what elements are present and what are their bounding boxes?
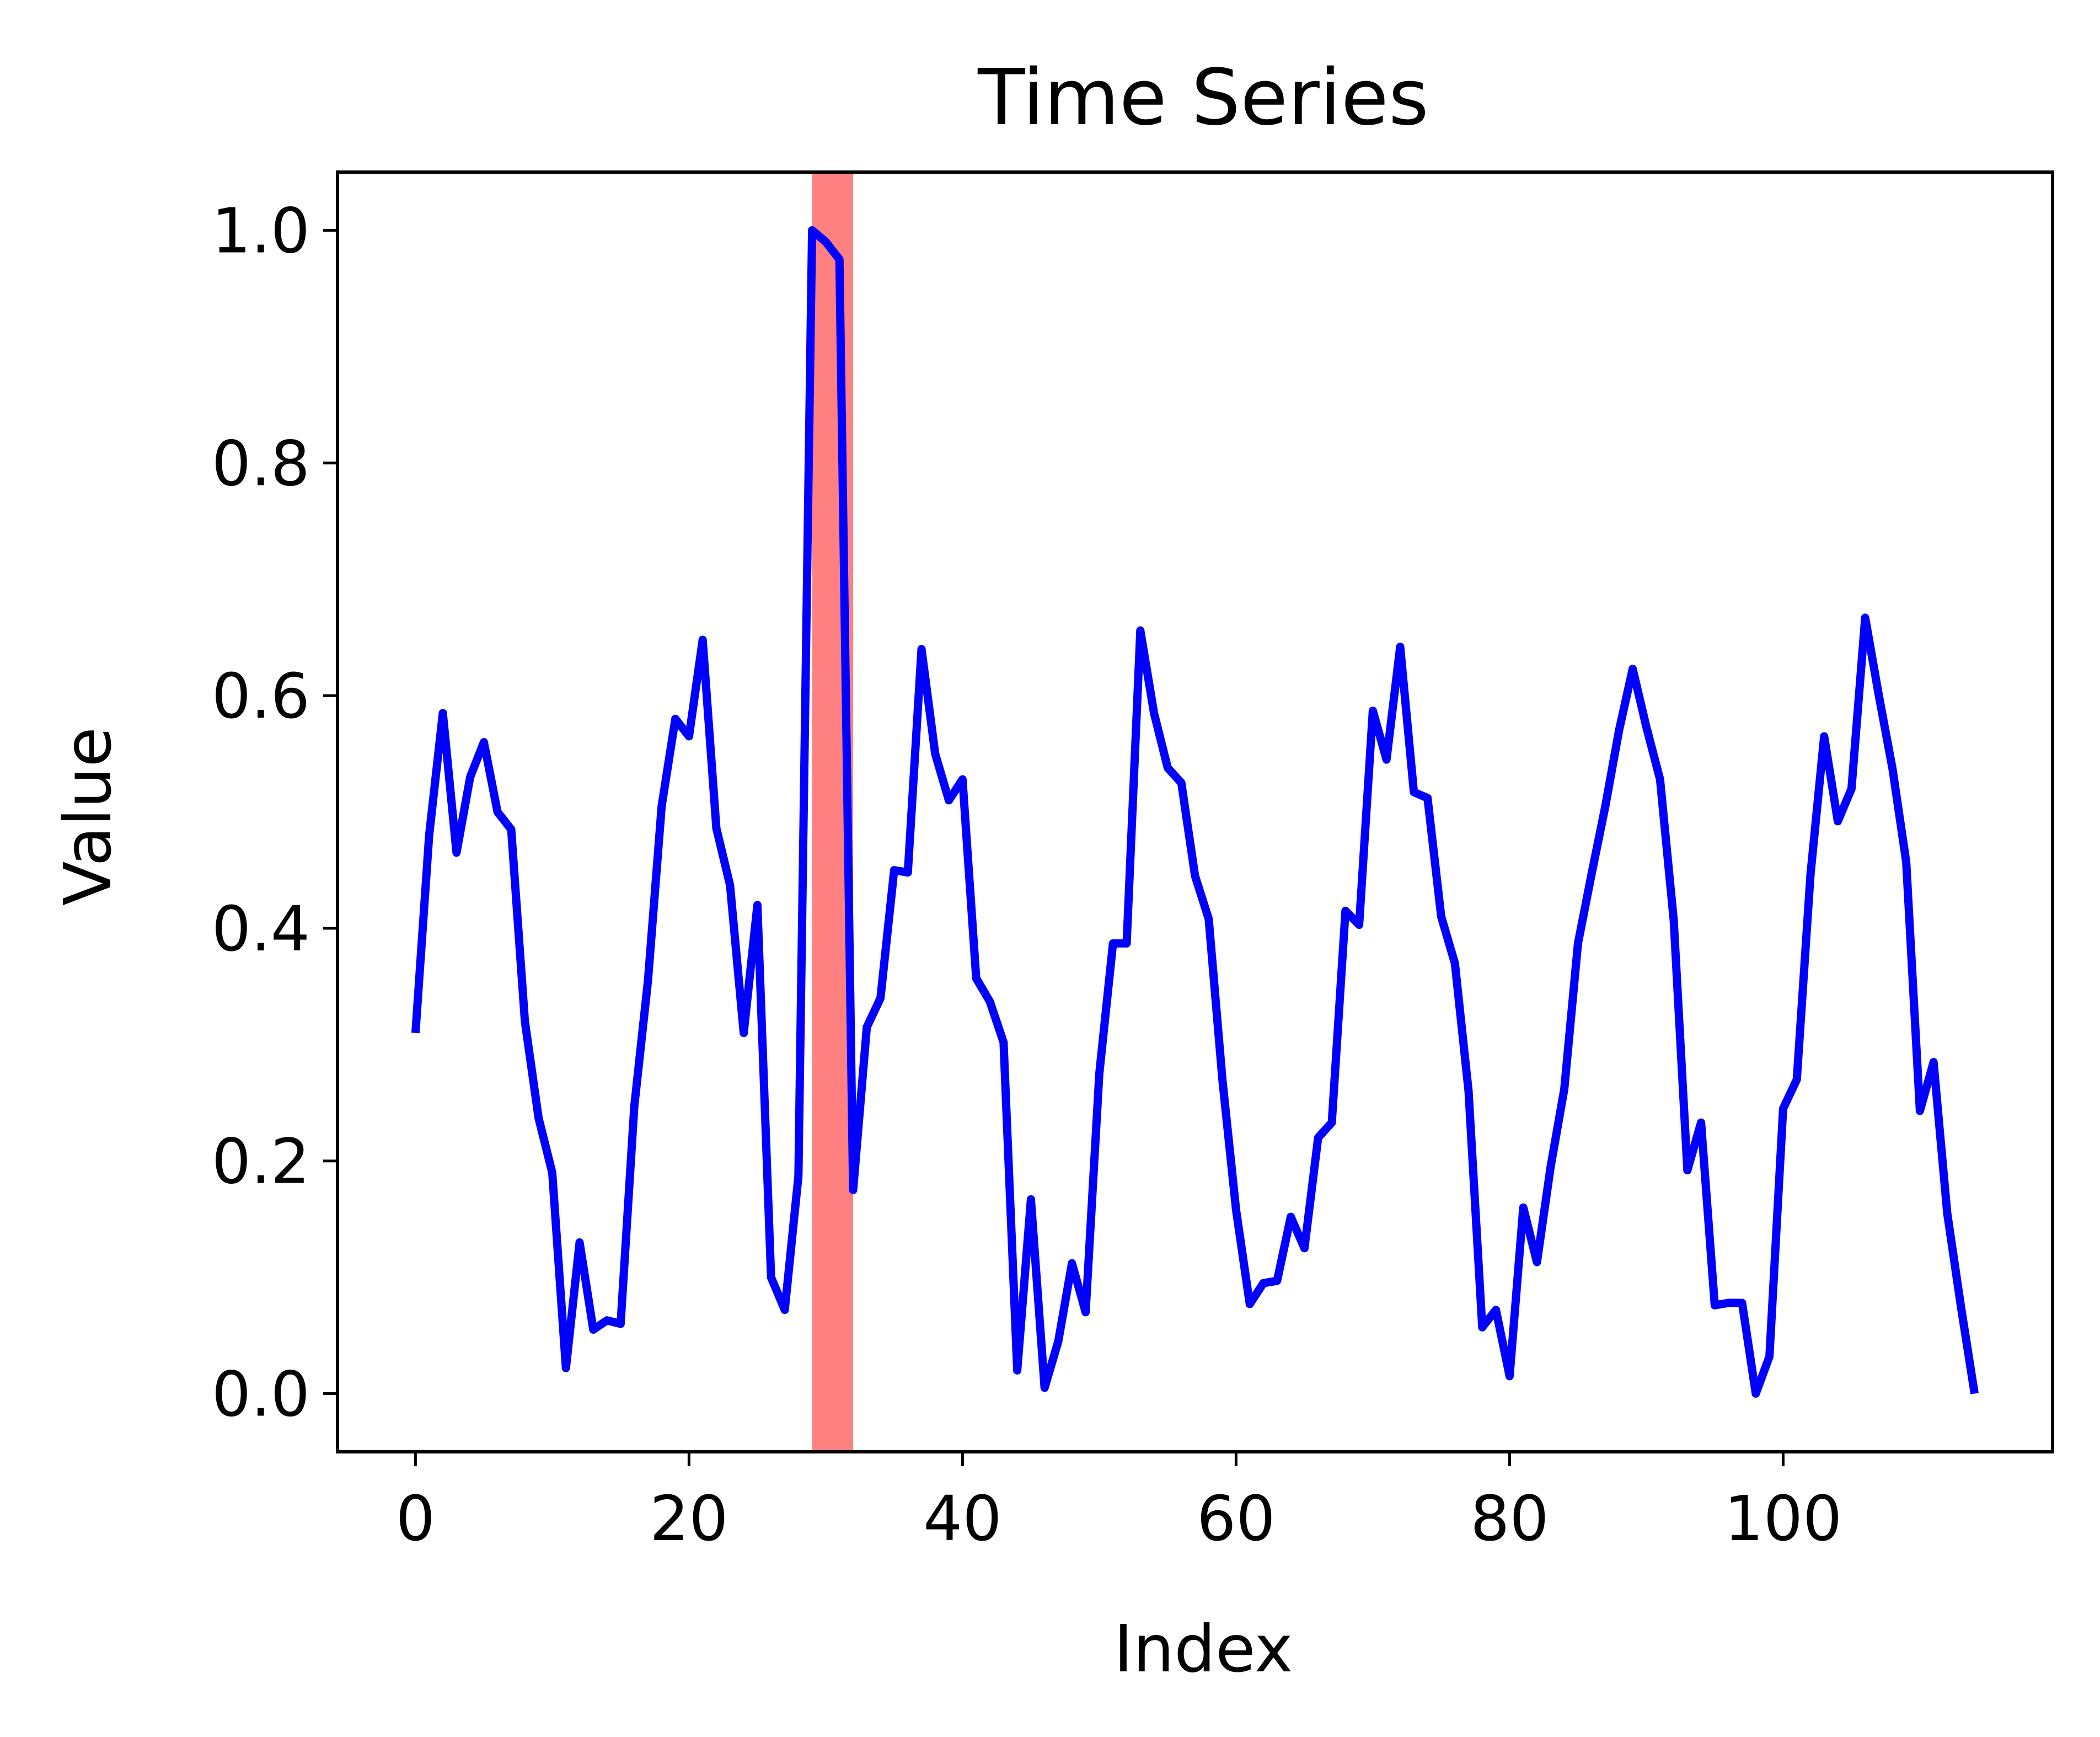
y-tick-label-0: 0.0 (212, 1359, 310, 1431)
x-tick-label-1: 20 (650, 1483, 728, 1555)
plot-frame (336, 170, 2054, 1453)
x-tick-label-3: 60 (1197, 1483, 1276, 1555)
chart-title: Time Series (977, 53, 1429, 143)
plot-area: 0 20 40 60 80 100 0.0 0.2 0.4 0.6 0.8 1.0 (212, 170, 2054, 1555)
x-tick-label-4: 80 (1470, 1483, 1549, 1555)
x-tick-label-0: 0 (396, 1483, 435, 1555)
x-axis-label: Index (1114, 1611, 1293, 1687)
x-tick-label-2: 40 (923, 1483, 1002, 1555)
x-tick-label-5: 100 (1724, 1483, 1842, 1555)
y-axis-label: Value (50, 727, 126, 906)
series-line-0 (411, 226, 1979, 1398)
y-tick-label-1: 0.2 (212, 1126, 310, 1198)
y-tick-label-2: 0.4 (212, 894, 310, 965)
y-tick-label-4: 0.8 (212, 428, 310, 500)
y-tick-label-5: 1.0 (212, 195, 310, 267)
y-tick-label-3: 0.6 (212, 661, 310, 733)
